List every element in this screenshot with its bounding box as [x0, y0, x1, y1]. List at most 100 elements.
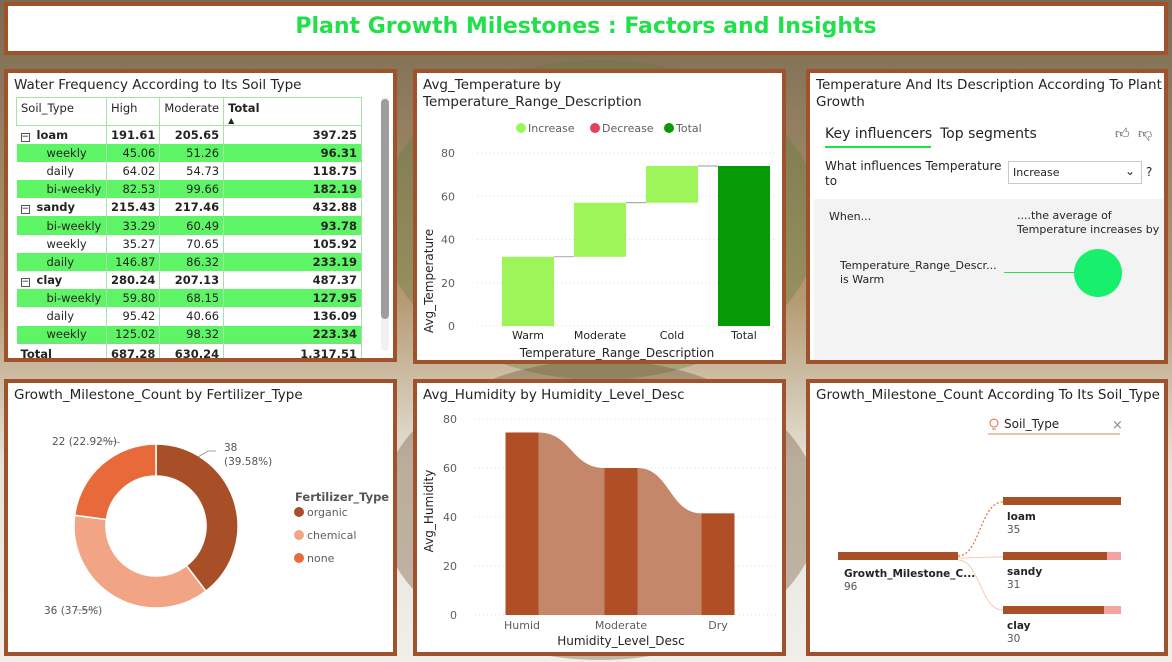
y-tick-label: 0 — [450, 609, 457, 622]
cell-moderate: 98.32 — [159, 325, 225, 344]
x-axis-label: Temperature_Range_Description — [519, 346, 714, 360]
row-label: weekly — [46, 327, 87, 342]
row-label-cell: − clay — [16, 271, 107, 290]
x-tick-label: Warm — [512, 329, 544, 342]
row-label-cell: − loam — [16, 125, 107, 144]
filter-label: Soil_Type — [1004, 417, 1059, 431]
x-tick-label: Moderate — [595, 619, 648, 632]
col-header-soil-type[interactable]: Soil_Type — [16, 97, 107, 126]
y-axis-label: Avg_Temperature — [422, 229, 436, 333]
y-tick-label: 0 — [448, 320, 455, 333]
thumbs-down-icon[interactable]: 👎︎ — [1138, 126, 1153, 142]
x-axis-ticks: Warm Moderate Cold Total — [512, 329, 757, 342]
temperature-waterfall-panel: Avg_Temperature by Temperature_Range_Des… — [413, 69, 786, 364]
influence-direction-dropdown[interactable]: Increase ⌄ — [1008, 161, 1142, 184]
cell-moderate: 51.26 — [159, 143, 225, 162]
leader-line-chemical — [76, 606, 99, 611]
x-axis-ticks: Humid Moderate Dry — [504, 619, 728, 632]
panel-title: Temperature And Its Description Accordin… — [816, 77, 1162, 111]
scrollbar-thumb[interactable] — [381, 99, 389, 319]
matrix-child-row[interactable]: weekly 35.27 70.65 105.92 — [16, 234, 362, 253]
influencer-bubble[interactable] — [1074, 249, 1122, 297]
average-line2: Temperature increases by — [1017, 223, 1160, 236]
row-label-cell: daily — [16, 161, 107, 181]
col-header-moderate[interactable]: Moderate — [159, 97, 225, 126]
matrix-child-row[interactable]: daily 146.87 86.32 233.19 — [16, 252, 362, 271]
connector-clay — [957, 559, 1004, 611]
matrix-child-row[interactable]: bi-weekly 59.80 68.15 127.95 — [16, 289, 362, 308]
x-tick-label: Moderate — [574, 329, 627, 342]
cell-total: 432.88 — [223, 198, 362, 217]
tab-top-segments[interactable]: Top segments — [940, 126, 1037, 142]
temperature-waterfall-chart: Increase Decrease Total 0 20 40 60 80 Warm Mode… — [422, 122, 775, 360]
dropdown-value: Increase — [1013, 166, 1060, 179]
question-line1: What influences Temperature — [825, 159, 1002, 173]
cell-total: 127.95 — [223, 289, 362, 308]
legend-label: Total — [675, 122, 702, 135]
cell-total: 105.92 — [223, 234, 362, 253]
influence-question: What influences Temperature to — [825, 159, 1002, 189]
cell-total: 397.25 — [223, 125, 362, 144]
matrix-group-row[interactable]: − sandy 215.43 217.46 432.88 — [16, 198, 362, 217]
row-label: daily — [46, 309, 75, 324]
bar-warm — [502, 256, 554, 326]
chart-ribbons — [538, 432, 702, 615]
cell-high: 95.42 — [106, 307, 161, 326]
matrix-group-row[interactable]: − loam 191.61 205.65 397.25 — [16, 125, 362, 144]
dashboard-title: Plant Growth Milestones : Factors and In… — [295, 14, 877, 39]
chevron-down-icon: ⌄ — [1124, 164, 1135, 178]
y-tick-label: 80 — [443, 413, 457, 426]
node-value-loam: 35 — [1007, 524, 1020, 536]
matrix-group-row[interactable]: − clay 280.24 207.13 487.37 — [16, 271, 362, 290]
matrix-child-row[interactable]: bi-weekly 33.29 60.49 93.78 — [16, 216, 362, 235]
legend-label: Decrease — [602, 122, 654, 135]
cell-high: 45.06 — [106, 143, 161, 162]
total-cell-high: 687.28 — [106, 343, 161, 358]
thumbs-up-icon[interactable]: 👍︎ — [1115, 126, 1130, 142]
data-label-organic-pct: (39.58%) — [224, 456, 272, 468]
node-bar-loam — [1003, 497, 1121, 505]
lightbulb-icon — [989, 418, 999, 430]
matrix-child-row[interactable]: weekly 125.02 98.32 223.34 — [16, 325, 362, 344]
node-value-sandy: 31 — [1007, 579, 1020, 591]
col-header-high[interactable]: High — [105, 97, 161, 126]
cell-total: 487.37 — [223, 271, 362, 290]
influencer-factor[interactable]: Temperature_Range_Descr... is Warm — [840, 259, 997, 287]
col-header-total[interactable]: Total ▲ — [223, 97, 362, 126]
y-tick-label: 60 — [441, 190, 455, 203]
row-label: bi-weekly — [46, 182, 102, 197]
influencer-detail-area: When... ....the average of Temperature i… — [814, 199, 1164, 360]
row-label-cell: weekly — [16, 143, 107, 162]
panel-title-line1: Avg_Temperature by — [423, 77, 562, 93]
collapse-icon[interactable]: − — [20, 131, 30, 142]
matrix-child-row[interactable]: daily 95.42 40.66 136.09 — [16, 307, 362, 326]
row-label: weekly — [46, 145, 87, 160]
humidity-ribbon-panel: Avg_Humidity by Humidity_Level_Desc 0 20 4… — [413, 379, 786, 656]
collapse-icon[interactable]: − — [20, 277, 30, 288]
leader-line-none — [100, 440, 121, 444]
matrix-child-row[interactable]: weekly 45.06 51.26 96.31 — [16, 143, 362, 162]
matrix-child-row[interactable]: bi-weekly 82.53 99.66 182.19 — [16, 180, 362, 199]
cell-moderate: 207.13 — [159, 271, 225, 290]
cell-total: 93.78 — [223, 216, 362, 235]
bar-moderate — [574, 202, 626, 257]
legend-label: none — [307, 552, 335, 565]
bar-moderate — [604, 468, 638, 615]
cell-moderate: 205.65 — [159, 125, 225, 144]
collapse-icon[interactable]: − — [20, 204, 30, 215]
help-icon[interactable]: ? — [1146, 165, 1153, 179]
connector-loam — [957, 501, 1004, 557]
tab-key-influencers[interactable]: Key influencers — [825, 126, 933, 142]
average-line1: ....the average of — [1017, 209, 1112, 222]
cell-total: 136.09 — [223, 307, 362, 326]
panel-title: Growth_Milestone_Count According To Its … — [816, 387, 1160, 403]
row-label-cell: bi-weekly — [16, 180, 107, 199]
average-description: ....the average of Temperature increases… — [1017, 209, 1159, 237]
node-label-clay: clay — [1007, 620, 1031, 632]
row-label-cell: bi-weekly — [16, 289, 107, 308]
fertilizer-donut-panel: Growth_Milestone_Count by Fertilizer_Typ… — [4, 379, 397, 656]
x-tick-label: Total — [730, 329, 757, 342]
cell-high: 215.43 — [106, 198, 161, 217]
matrix-child-row[interactable]: daily 64.02 54.73 118.75 — [16, 161, 362, 181]
y-tick-label: 20 — [443, 560, 457, 573]
